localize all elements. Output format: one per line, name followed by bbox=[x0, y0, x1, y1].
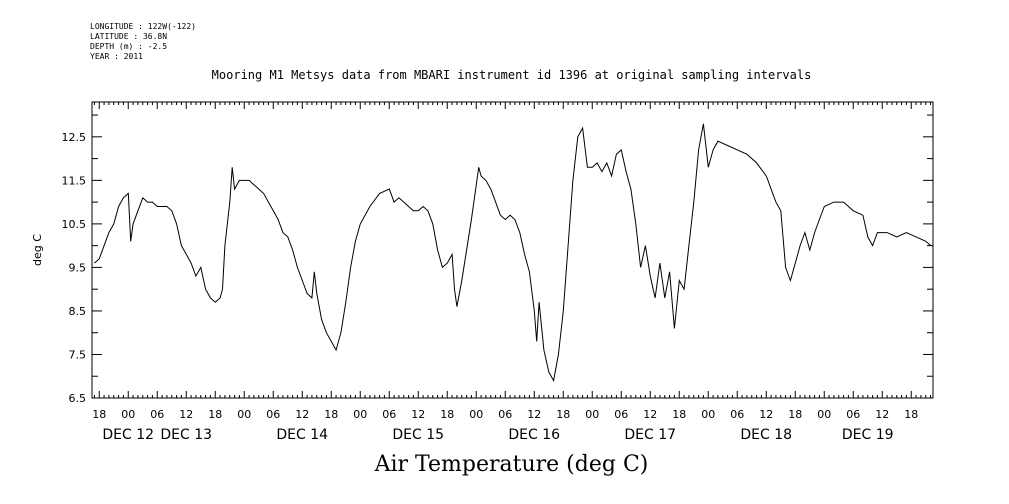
x-tick-label: 06 bbox=[150, 408, 164, 421]
x-tick-label: 12 bbox=[643, 408, 657, 421]
x-day-label: DEC 14 bbox=[276, 427, 328, 443]
x-tick-label: 00 bbox=[701, 408, 715, 421]
x-tick-label: 00 bbox=[817, 408, 831, 421]
depth-text: DEPTH (m) : -2.5 bbox=[90, 42, 168, 51]
y-tick-label: 9.5 bbox=[69, 261, 87, 274]
y-axis-title: deg C bbox=[31, 234, 44, 266]
x-tick-label: 12 bbox=[759, 408, 773, 421]
x-tick-label: 00 bbox=[353, 408, 367, 421]
x-tick-label: 06 bbox=[498, 408, 512, 421]
y-tick-label: 10.5 bbox=[62, 218, 87, 231]
x-tick-label: 18 bbox=[788, 408, 802, 421]
latitude-text: LATITUDE : 36.8N bbox=[90, 32, 168, 41]
x-tick-label: 00 bbox=[585, 408, 599, 421]
x-tick-label: 18 bbox=[92, 408, 106, 421]
x-tick-label: 12 bbox=[179, 408, 193, 421]
x-day-label: DEC 12 bbox=[102, 427, 154, 443]
year-text: YEAR : 2011 bbox=[90, 52, 143, 61]
y-tick-label: 12.5 bbox=[62, 131, 87, 144]
x-day-label: DEC 13 bbox=[160, 427, 212, 443]
x-day-label: DEC 15 bbox=[392, 427, 444, 443]
x-tick-label: 12 bbox=[295, 408, 309, 421]
x-tick-label: 06 bbox=[382, 408, 396, 421]
x-day-label: DEC 19 bbox=[842, 427, 894, 443]
plot-frame bbox=[91, 101, 934, 399]
x-tick-label: 12 bbox=[411, 408, 425, 421]
y-tick-label: 6.5 bbox=[69, 392, 87, 405]
y-tick-label: 7.5 bbox=[69, 348, 87, 361]
x-tick-label: 06 bbox=[730, 408, 744, 421]
x-axis-title-text: Air Temperature (deg C) bbox=[374, 452, 649, 477]
x-tick-label: 12 bbox=[875, 408, 889, 421]
x-tick-label: 18 bbox=[324, 408, 338, 421]
x-axis-title: Air Temperature (deg C) bbox=[0, 452, 1009, 477]
y-tick-label: 11.5 bbox=[62, 174, 87, 187]
x-tick-label: 06 bbox=[266, 408, 280, 421]
series-line bbox=[94, 123, 931, 383]
chart-title: Mooring M1 Metsys data from MBARI instru… bbox=[0, 68, 1009, 82]
x-tick-label: 18 bbox=[904, 408, 918, 421]
longitude-text: LONGITUDE : 122W(-122) bbox=[90, 22, 196, 31]
x-tick-label: 06 bbox=[614, 408, 628, 421]
x-tick-label: 18 bbox=[440, 408, 454, 421]
metadata-block: LONGITUDE : 122W(-122) LATITUDE : 36.8N … bbox=[90, 22, 196, 62]
x-day-label: DEC 18 bbox=[740, 427, 792, 443]
x-tick-label: 06 bbox=[846, 408, 860, 421]
x-tick-label: 00 bbox=[121, 408, 135, 421]
y-tick-label: 8.5 bbox=[69, 305, 87, 318]
x-tick-label: 18 bbox=[208, 408, 222, 421]
x-tick-label: 12 bbox=[527, 408, 541, 421]
x-day-label: DEC 17 bbox=[624, 427, 676, 443]
x-tick-label: 00 bbox=[237, 408, 251, 421]
x-tick-label: 00 bbox=[469, 408, 483, 421]
x-tick-label: 18 bbox=[556, 408, 570, 421]
chart-title-text: Mooring M1 Metsys data from MBARI instru… bbox=[211, 68, 812, 82]
x-day-label: DEC 16 bbox=[508, 427, 560, 443]
x-tick-label: 18 bbox=[672, 408, 686, 421]
